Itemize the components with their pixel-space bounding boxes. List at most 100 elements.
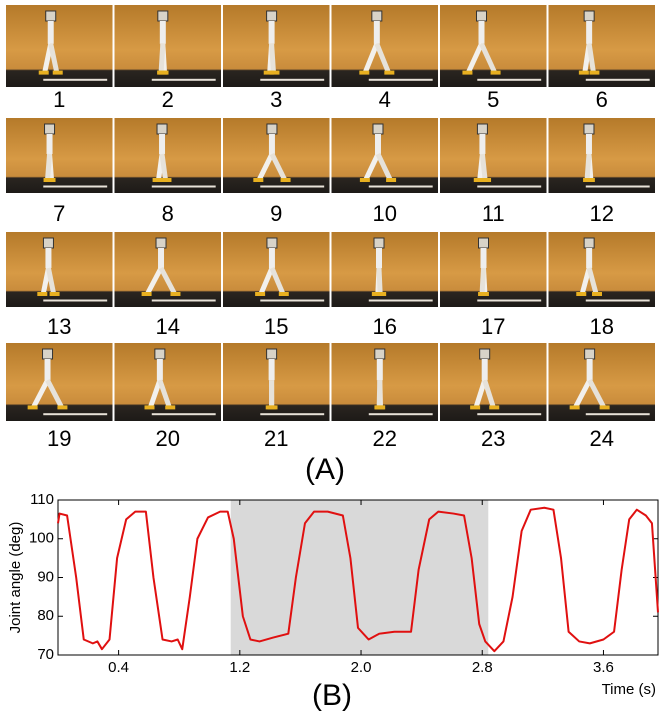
robot-foot (384, 71, 394, 75)
robot-foot (161, 178, 171, 182)
robot-head (480, 349, 490, 359)
panel-label: (A) (305, 453, 345, 486)
frame-label: 1 (53, 87, 65, 112)
frame-label: 6 (596, 87, 608, 112)
robot-head (157, 124, 167, 134)
robot-head (267, 11, 277, 21)
robot-foot (39, 71, 49, 75)
robot-head (373, 124, 383, 134)
photo (223, 232, 330, 307)
robot-head (267, 349, 277, 359)
robot-head (267, 238, 277, 248)
frame-label: 23 (481, 426, 505, 451)
photo-background (549, 5, 656, 87)
floor-stripe (477, 413, 541, 415)
robot-foot (269, 71, 279, 75)
frame-label: 18 (590, 314, 614, 339)
photo (115, 118, 222, 193)
robot-foot (157, 71, 167, 75)
floor-stripe (260, 79, 324, 81)
robot-head (477, 124, 487, 134)
robot-head (158, 11, 168, 21)
highlight-region (231, 500, 489, 655)
robot-foot (576, 292, 586, 296)
y-tick-label: 70 (37, 646, 54, 663)
robot-foot (281, 178, 291, 182)
floor-stripe (369, 186, 433, 188)
floor-stripe (586, 413, 650, 415)
floor-stripe (43, 79, 107, 81)
frame-label: 13 (47, 314, 71, 339)
robot-foot (145, 405, 155, 409)
photo (6, 118, 113, 193)
photo (549, 232, 656, 307)
frame-label: 8 (162, 201, 174, 226)
y-axis-label: Joint angle (deg) (7, 522, 24, 634)
frame-label: 24 (590, 426, 614, 451)
photo (6, 343, 113, 421)
photo (115, 5, 222, 87)
floor-stripe (369, 300, 433, 302)
frame-label: 11 (482, 201, 505, 226)
photo (440, 118, 547, 193)
frame-label: 19 (47, 426, 71, 451)
floor-stripe (477, 79, 541, 81)
robot-foot (53, 71, 63, 75)
robot-head (43, 349, 53, 359)
floor-stripe (586, 79, 650, 81)
frame-label: 2 (162, 87, 174, 112)
robot-foot (28, 405, 38, 409)
floor-stripe (260, 186, 324, 188)
x-tick-label: 3.6 (593, 659, 614, 676)
frame-label: 17 (481, 314, 505, 339)
photo (332, 343, 439, 421)
photo (332, 118, 439, 193)
robot-foot (481, 178, 491, 182)
x-axis-label: Time (s) (602, 681, 656, 698)
photo-background (332, 118, 439, 193)
floor-stripe (369, 413, 433, 415)
photo (440, 5, 547, 87)
robot-foot (268, 405, 278, 409)
photo (332, 232, 439, 307)
y-tick-label: 80 (37, 607, 54, 624)
robot-foot (279, 292, 289, 296)
robot-foot (359, 71, 369, 75)
photo (549, 118, 656, 193)
floor-stripe (152, 186, 216, 188)
y-tick-label: 90 (37, 568, 54, 585)
robot-foot (376, 292, 386, 296)
robot-head (584, 11, 594, 21)
photo (223, 343, 330, 421)
floor-stripe (43, 300, 107, 302)
robot-leg (482, 268, 483, 294)
photo (6, 5, 113, 87)
frame-label: 21 (264, 426, 288, 451)
frame-label: 9 (270, 201, 282, 226)
robot-foot (589, 71, 599, 75)
robot-foot (44, 178, 54, 182)
robot-leg (482, 154, 485, 180)
robot-foot (255, 292, 265, 296)
photo-background (115, 232, 222, 307)
robot-head (477, 11, 487, 21)
photo (440, 232, 547, 307)
photo (223, 118, 330, 193)
floor-stripe (152, 413, 216, 415)
robot-head (374, 238, 384, 248)
robot-foot (386, 178, 396, 182)
robot-foot (165, 405, 175, 409)
robot-foot (583, 178, 593, 182)
frame-label: 10 (373, 201, 397, 226)
robot-foot (170, 292, 180, 296)
robot-leg (162, 154, 165, 180)
robot-head (45, 124, 55, 134)
y-tick-label: 110 (30, 491, 54, 508)
panel-label: (B) (312, 679, 352, 712)
frame-label: 15 (264, 314, 288, 339)
floor-stripe (43, 413, 107, 415)
robot-head (155, 349, 165, 359)
floor-stripe (43, 186, 107, 188)
robot-foot (570, 405, 580, 409)
